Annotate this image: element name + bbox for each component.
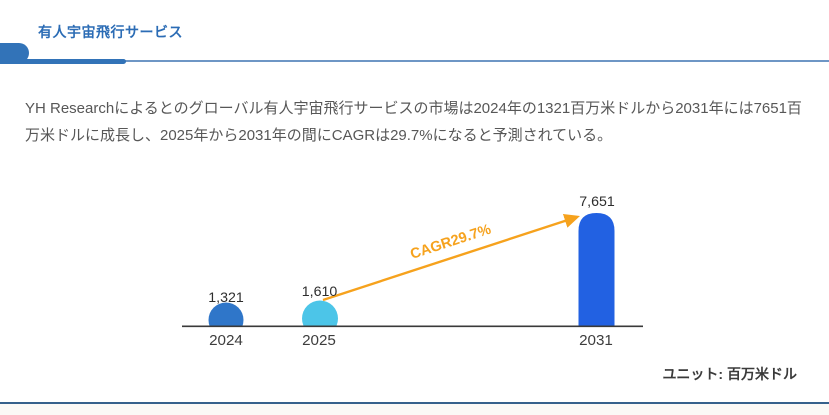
market-forecast-chart: CAGR29.7% 1,321 1,610 7,651 2024 2025 20…: [182, 194, 643, 349]
unit-label: ユニット: 百万米ドル: [662, 366, 797, 382]
year-label-2025: 2025: [302, 332, 336, 349]
year-label-2024: 2024: [209, 332, 243, 349]
bottom-divider: [0, 402, 829, 405]
year-label-2031: 2031: [579, 332, 613, 349]
value-label-2025: 1,610: [302, 284, 338, 300]
bubble-2024: [208, 302, 244, 327]
bubble-2025: [302, 300, 338, 327]
cagr-arrow: [322, 214, 580, 302]
bar-2031: [578, 213, 615, 326]
section-title: 有人宇宙飛行サービス: [38, 24, 183, 40]
header-accent-tab: [0, 43, 29, 63]
header-divider-thick: [0, 58, 126, 64]
value-label-2024: 1,321: [208, 290, 244, 306]
header-divider-thin: [0, 60, 829, 62]
footer-strip: [0, 404, 829, 415]
value-label-2031: 7,651: [579, 194, 615, 210]
market-summary-text: YH Researchによるとのグローバル有人宇宙飛行サービスの市場は2024年…: [25, 100, 802, 144]
cagr-annotation: CAGR29.7%: [408, 222, 493, 263]
